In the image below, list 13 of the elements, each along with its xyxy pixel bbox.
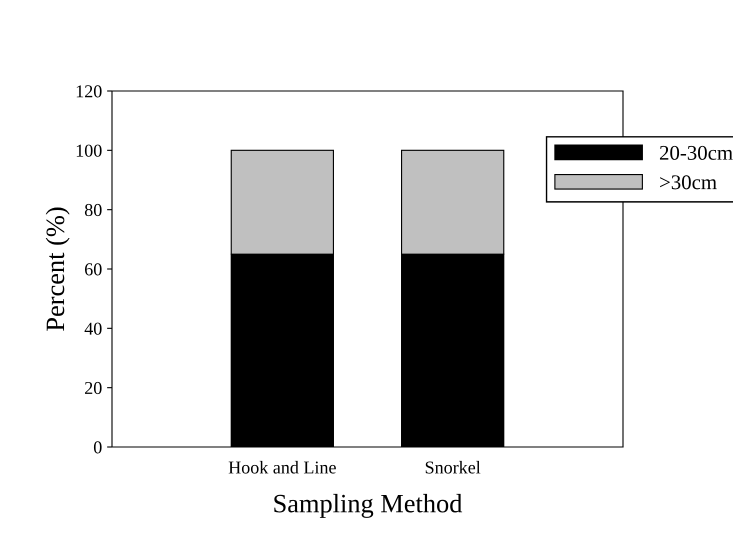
y-tick-label: 0 [94, 441, 102, 454]
y-axis-title: Percent (%) [46, 208, 70, 331]
x-tick-label: Snorkel [426, 460, 480, 474]
x-axis-title: Sampling Method [274, 494, 462, 518]
y-tick-label: 20 [85, 382, 102, 394]
x-tick-label: Hook and Line [228, 460, 336, 474]
legend-label: 20-30cm [660, 146, 733, 160]
y-tick-label: 100 [76, 144, 102, 157]
y-tick-label: 80 [84, 204, 102, 216]
y-tick-label: 40 [84, 322, 102, 335]
legend-label: >30cm [660, 175, 717, 190]
y-tick-label: 60 [85, 263, 102, 276]
y-tick-label: 120 [76, 85, 102, 98]
